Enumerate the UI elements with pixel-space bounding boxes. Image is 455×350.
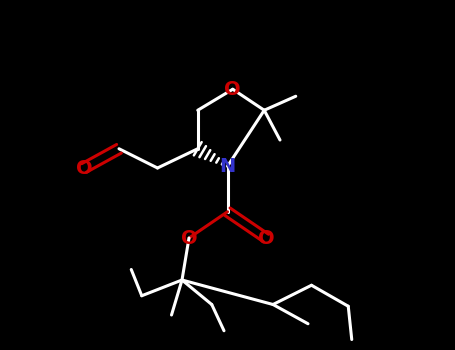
Text: O: O <box>76 159 92 177</box>
Text: O: O <box>258 229 274 247</box>
Text: O: O <box>181 229 197 247</box>
Text: N: N <box>219 157 236 176</box>
Text: O: O <box>224 80 241 99</box>
